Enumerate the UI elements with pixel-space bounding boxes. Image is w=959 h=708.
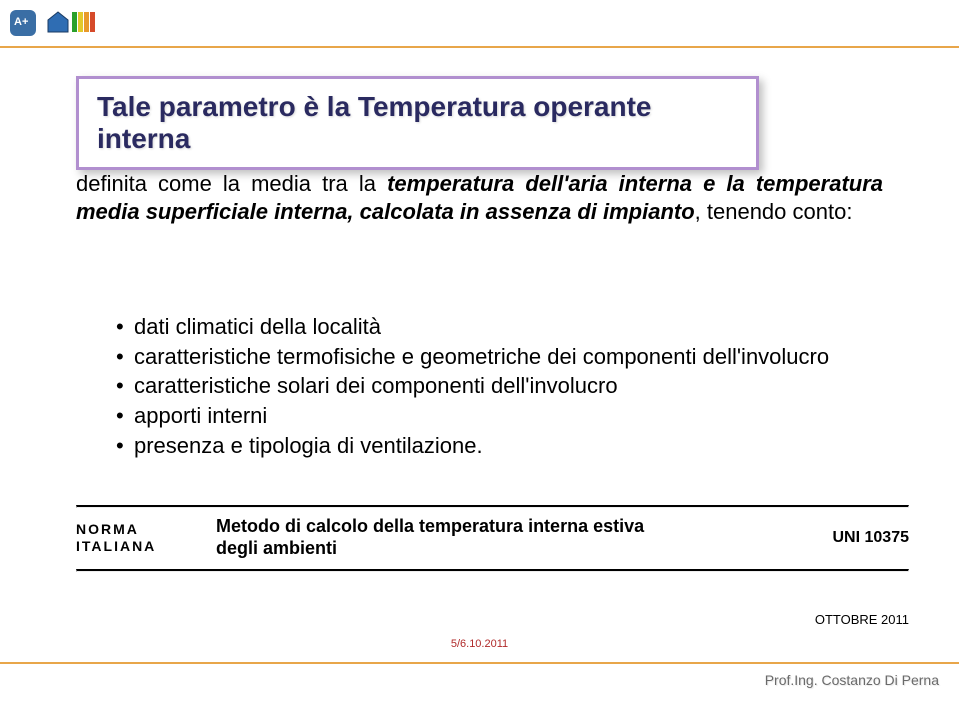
standard-code: UNI 10375 <box>789 529 909 547</box>
standard-reference-block: NORMA ITALIANA Metodo di calcolo della t… <box>76 505 909 572</box>
header-bar <box>0 0 959 46</box>
standard-left: NORMA ITALIANA <box>76 521 216 555</box>
standard-title-line1: Metodo di calcolo della temperatura inte… <box>216 516 789 538</box>
title-box: Tale parametro è la Temperatura operante… <box>76 76 759 170</box>
badge-icon <box>10 10 36 36</box>
energy-logo <box>10 6 140 36</box>
standard-title: Metodo di calcolo della temperatura inte… <box>216 516 789 559</box>
standard-left-line2: ITALIANA <box>76 538 216 555</box>
house-energy-icon <box>42 6 112 39</box>
intro-suffix: , tenendo conto: <box>695 199 853 224</box>
standard-left-line1: NORMA <box>76 521 216 538</box>
footer-divider <box>0 662 959 664</box>
slide-date: 5/6.10.2011 <box>0 638 959 650</box>
standard-row: NORMA ITALIANA Metodo di calcolo della t… <box>76 508 909 569</box>
header-divider <box>0 46 959 48</box>
bullet-item: caratteristiche termofisiche e geometric… <box>116 342 883 372</box>
bullet-item: caratteristiche solari dei componenti de… <box>116 371 883 401</box>
standard-title-line2: degli ambienti <box>216 538 789 560</box>
footer-author: Prof.Ing. Costanzo Di Perna <box>765 672 939 688</box>
standard-date: OTTOBRE 2011 <box>815 612 909 627</box>
bullet-list: dati climatici della località caratteris… <box>76 312 883 460</box>
intro-paragraph: definita come la media tra la temperatur… <box>76 170 883 225</box>
intro-prefix: definita come la media tra la <box>76 171 387 196</box>
bullet-item: apporti interni <box>116 401 883 431</box>
standard-bottom-rule <box>76 569 909 572</box>
title-line-1: Tale parametro è la Temperatura operante… <box>97 91 738 155</box>
bullet-item: presenza e tipologia di ventilazione. <box>116 431 883 461</box>
bullet-item: dati climatici della località <box>116 312 883 342</box>
